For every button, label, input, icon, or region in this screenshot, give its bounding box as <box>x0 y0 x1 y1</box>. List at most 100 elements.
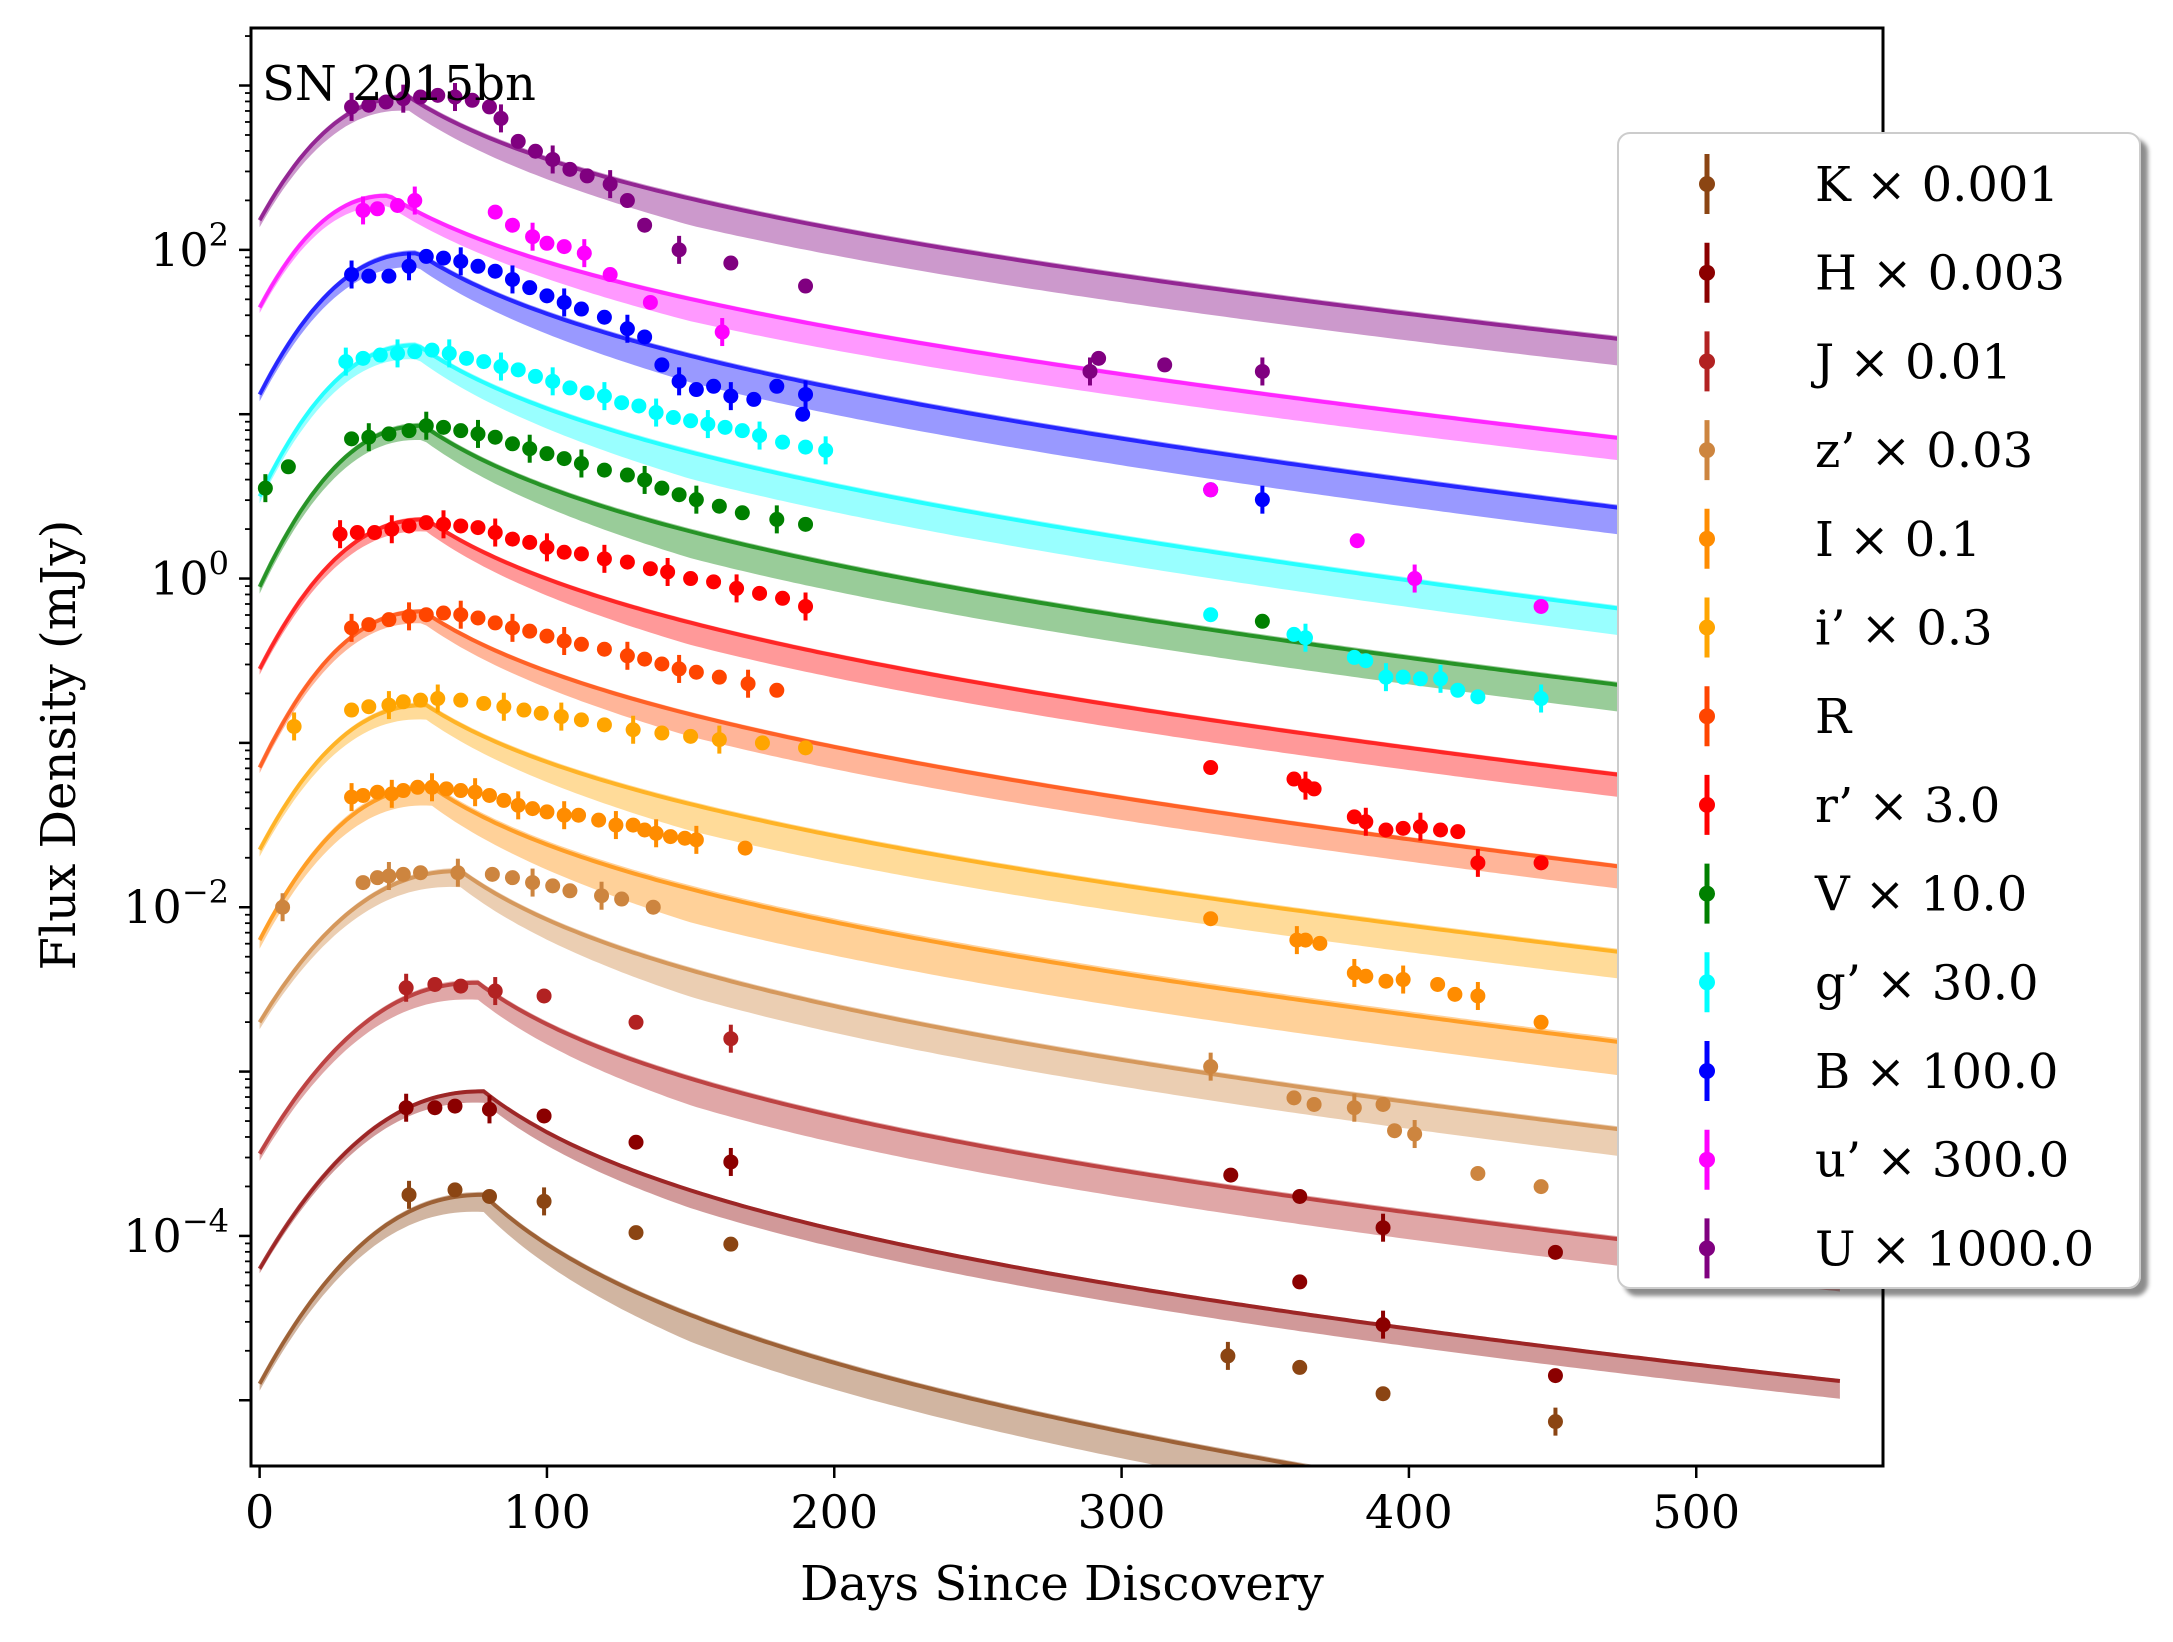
data-point-u <box>395 91 411 107</box>
data-point-u <box>798 278 814 294</box>
data-point-k <box>628 1225 644 1241</box>
data-point-g <box>1395 669 1411 685</box>
data-point-r <box>1412 819 1428 835</box>
data-point-z <box>1306 1096 1322 1112</box>
data-point-z <box>1533 1179 1549 1195</box>
data-point-g <box>476 354 492 370</box>
data-point-r <box>1433 822 1449 838</box>
data-point-u <box>407 193 423 209</box>
chart-title: SN 2015bn <box>262 56 536 112</box>
data-point-r <box>1470 855 1486 871</box>
data-point-b <box>596 309 612 325</box>
data-point-u <box>447 89 463 105</box>
data-point-i <box>662 829 678 845</box>
data-point-k <box>1547 1414 1563 1430</box>
data-point-u <box>510 133 526 149</box>
data-point-u <box>369 201 385 217</box>
data-point-r <box>729 580 745 596</box>
data-point-g <box>596 388 612 404</box>
data-point-g <box>390 345 406 361</box>
data-point-r <box>1395 820 1411 836</box>
data-point-g <box>510 362 526 378</box>
data-point-r <box>1533 855 1549 871</box>
data-point-i <box>711 732 727 748</box>
data-point-v <box>487 429 503 445</box>
legend-label-h: H × 0.003 <box>1815 246 2065 302</box>
data-point-z <box>395 866 411 882</box>
model-line-g <box>257 343 1841 638</box>
x-tick-label: 300 <box>1078 1485 1166 1539</box>
data-point-i <box>410 779 426 795</box>
data-point-r <box>539 539 555 555</box>
data-point-r <box>1358 814 1374 830</box>
data-point-i <box>453 692 469 708</box>
data-point-r <box>706 574 722 590</box>
data-point-u <box>619 193 635 209</box>
data-point-g <box>665 409 681 425</box>
model-band-u <box>259 94 1840 390</box>
data-point-h <box>1375 1317 1391 1333</box>
data-point-k <box>536 1193 552 1209</box>
data-point-i <box>654 725 670 741</box>
data-point-r <box>1450 824 1466 840</box>
data-point-h <box>1292 1274 1308 1290</box>
data-point-g <box>648 405 664 421</box>
data-point-r <box>798 598 814 614</box>
data-point-r <box>596 641 612 657</box>
legend-marker-i <box>1699 619 1715 636</box>
data-point-b <box>637 329 653 345</box>
data-point-u <box>562 161 578 177</box>
data-point-z <box>504 870 520 886</box>
data-point-v <box>654 480 670 496</box>
y-tick-label: 102 <box>150 216 229 277</box>
data-point-i <box>496 792 512 808</box>
data-point-b <box>344 267 360 283</box>
data-point-b <box>504 271 520 287</box>
data-point-i <box>553 709 569 725</box>
data-point-i <box>355 787 371 803</box>
data-point-b <box>381 268 397 284</box>
data-point-b <box>798 386 814 402</box>
data-point-g <box>818 442 834 458</box>
data-point-u <box>602 267 618 283</box>
legend-label-r: r’ × 3.0 <box>1815 778 2000 834</box>
data-point-h <box>1547 1368 1563 1384</box>
data-point-u <box>464 92 480 108</box>
data-point-z <box>1407 1126 1423 1142</box>
model-line-i <box>257 785 1841 1071</box>
data-point-g <box>614 395 630 411</box>
data-point-h <box>1292 1188 1308 1204</box>
data-point-z <box>594 888 610 904</box>
model-band-i <box>259 783 1840 1102</box>
data-point-h <box>427 1100 443 1116</box>
model-line-i <box>257 703 1841 980</box>
data-point-r <box>361 617 377 633</box>
data-point-i <box>525 801 541 817</box>
data-point-b <box>361 268 377 284</box>
data-point-k <box>723 1236 739 1252</box>
data-point-g <box>458 350 474 366</box>
data-point-r <box>596 551 612 567</box>
data-point-i <box>413 692 429 708</box>
y-tick-label: 10−4 <box>123 1202 229 1263</box>
data-point-i <box>430 691 446 707</box>
data-point-r <box>1378 822 1394 838</box>
data-point-r <box>401 608 417 624</box>
data-point-r <box>683 571 699 587</box>
data-point-h <box>481 1101 497 1117</box>
data-point-i <box>369 784 385 800</box>
data-point-g <box>424 342 440 358</box>
data-point-j <box>723 1031 739 1047</box>
data-point-i <box>467 784 483 800</box>
data-point-h <box>447 1098 463 1114</box>
data-point-b <box>418 248 434 264</box>
data-point-u <box>545 151 561 167</box>
x-tick-label: 200 <box>790 1485 878 1539</box>
data-point-i <box>1470 988 1486 1004</box>
data-point-u <box>355 202 371 218</box>
data-point-i <box>510 797 526 813</box>
data-point-v <box>769 511 785 527</box>
x-axis-ticks: 0 100 200 300 400 500 <box>245 1466 1740 1539</box>
data-point-z <box>355 875 371 891</box>
data-point-u <box>602 176 618 192</box>
